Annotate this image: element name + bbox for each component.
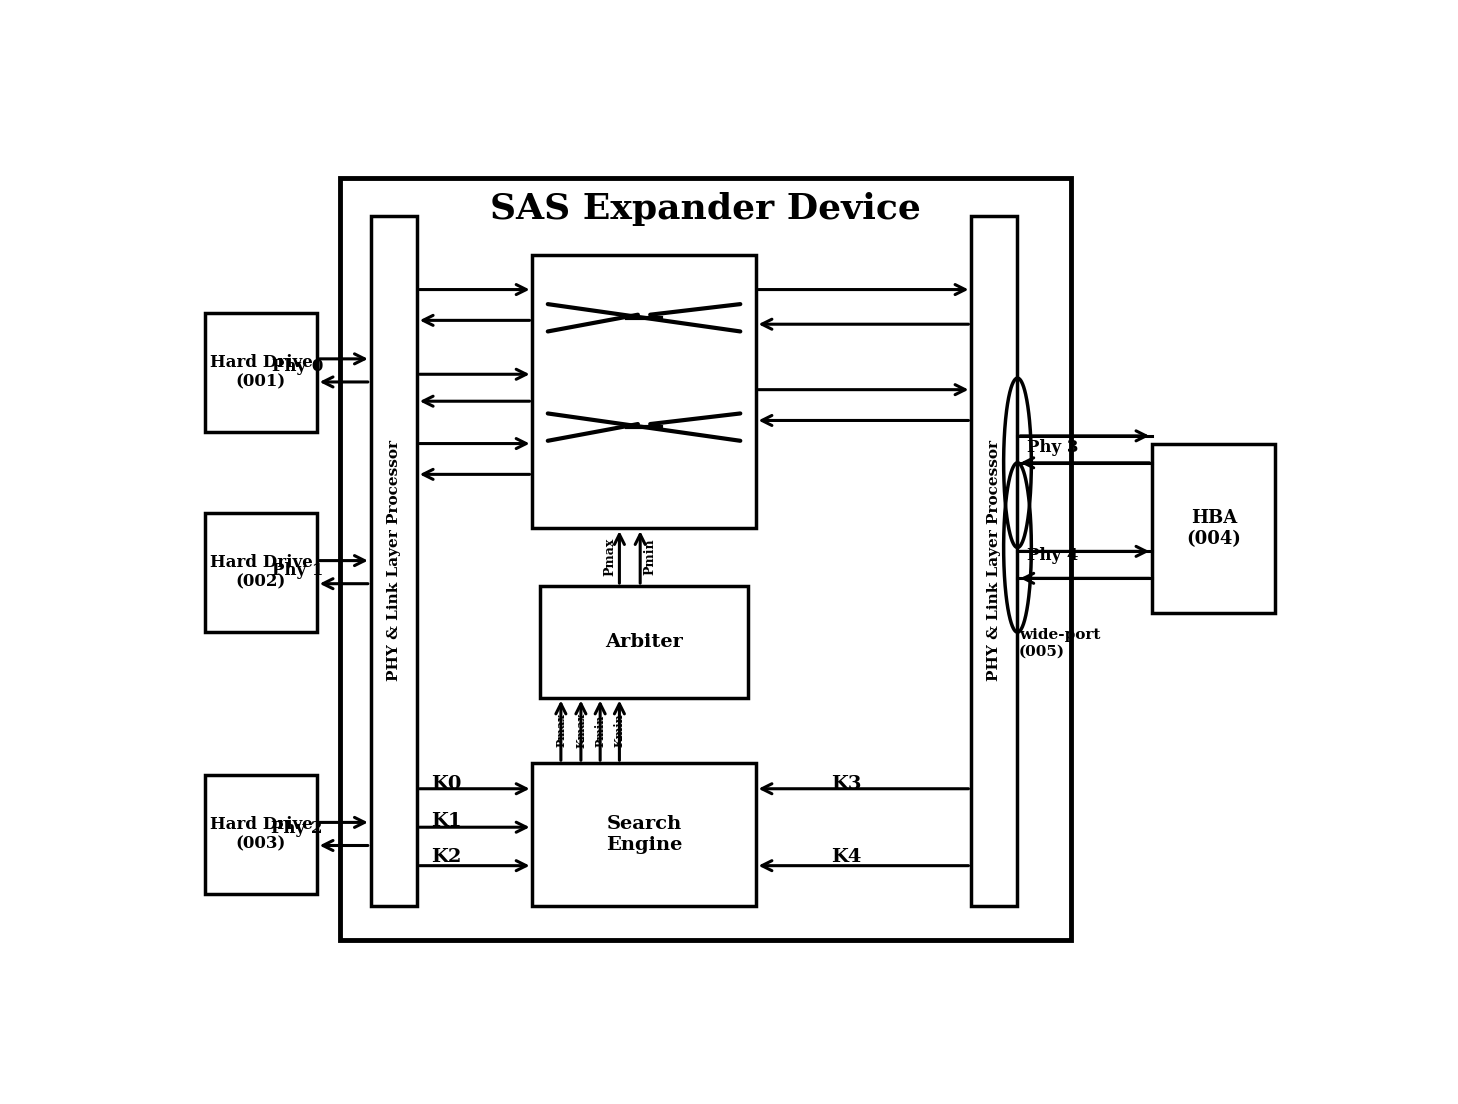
Text: K2: K2 <box>430 848 461 866</box>
Text: Hard Drive
(001): Hard Drive (001) <box>210 354 312 391</box>
Text: Phy 3: Phy 3 <box>1026 439 1079 456</box>
Text: Search
Engine: Search Engine <box>607 815 682 853</box>
Text: wide-port
(005): wide-port (005) <box>1019 628 1101 659</box>
Text: Phy 2: Phy 2 <box>271 820 324 837</box>
Bar <box>532 255 755 528</box>
Text: Pmin: Pmin <box>595 714 605 746</box>
Text: SAS Expander Device: SAS Expander Device <box>490 192 921 226</box>
Bar <box>206 513 316 633</box>
Text: HBA
(004): HBA (004) <box>1187 509 1241 548</box>
Text: Pmax: Pmax <box>604 538 617 576</box>
Bar <box>1152 444 1276 613</box>
Text: Phy 1: Phy 1 <box>271 562 324 580</box>
Bar <box>539 586 748 698</box>
Bar <box>206 775 316 894</box>
Bar <box>532 763 755 905</box>
Bar <box>206 312 316 432</box>
Text: Hard Drive
(002): Hard Drive (002) <box>210 554 312 591</box>
Text: Kmin: Kmin <box>614 713 625 747</box>
Text: Pmin: Pmin <box>643 539 656 575</box>
Text: K3: K3 <box>831 775 862 793</box>
Text: K0: K0 <box>430 775 461 793</box>
Text: Hard Drive
(003): Hard Drive (003) <box>210 816 312 852</box>
Text: Arbiter: Arbiter <box>605 633 682 651</box>
Text: K1: K1 <box>430 811 461 830</box>
Text: Pmax: Pmax <box>555 713 566 747</box>
Text: PHY & Link Layer Processor: PHY & Link Layer Processor <box>987 440 1002 681</box>
Text: Phy 0: Phy 0 <box>271 358 324 375</box>
Text: PHY & Link Layer Processor: PHY & Link Layer Processor <box>386 440 401 681</box>
Bar <box>340 178 1072 941</box>
Text: Kmax: Kmax <box>576 713 586 749</box>
Text: Phy 4: Phy 4 <box>1026 546 1077 564</box>
Bar <box>971 216 1018 905</box>
Bar <box>370 216 417 905</box>
Text: K4: K4 <box>831 848 862 866</box>
